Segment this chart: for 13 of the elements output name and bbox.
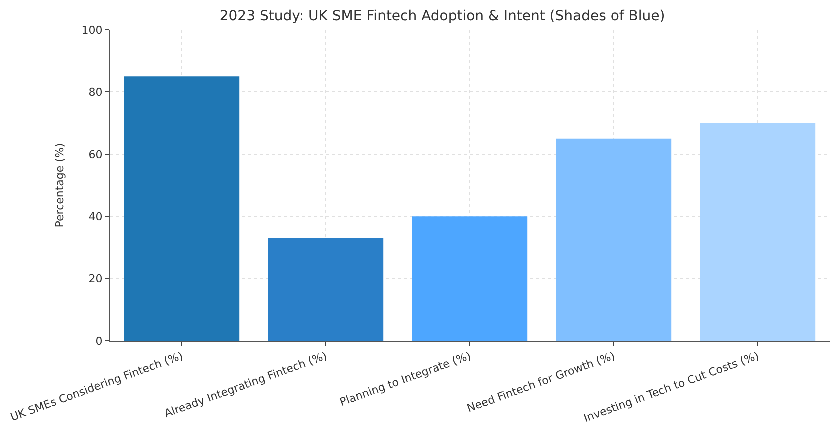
y-tick-label: 20 xyxy=(88,272,103,286)
y-tick-label: 40 xyxy=(88,210,103,224)
y-tick-label: 0 xyxy=(96,334,103,348)
y-tick-label: 60 xyxy=(88,148,103,162)
y-axis-title: Percentage (%) xyxy=(53,143,66,228)
y-tick-label: 100 xyxy=(82,24,103,37)
bar xyxy=(556,138,672,341)
y-tick-label: 80 xyxy=(88,86,103,100)
bar xyxy=(268,238,384,341)
chart-title: 2023 Study: UK SME Fintech Adoption & Intent (Shades of Blue) xyxy=(220,8,666,24)
bar xyxy=(700,123,816,341)
bar xyxy=(412,216,528,341)
bar xyxy=(124,76,240,341)
